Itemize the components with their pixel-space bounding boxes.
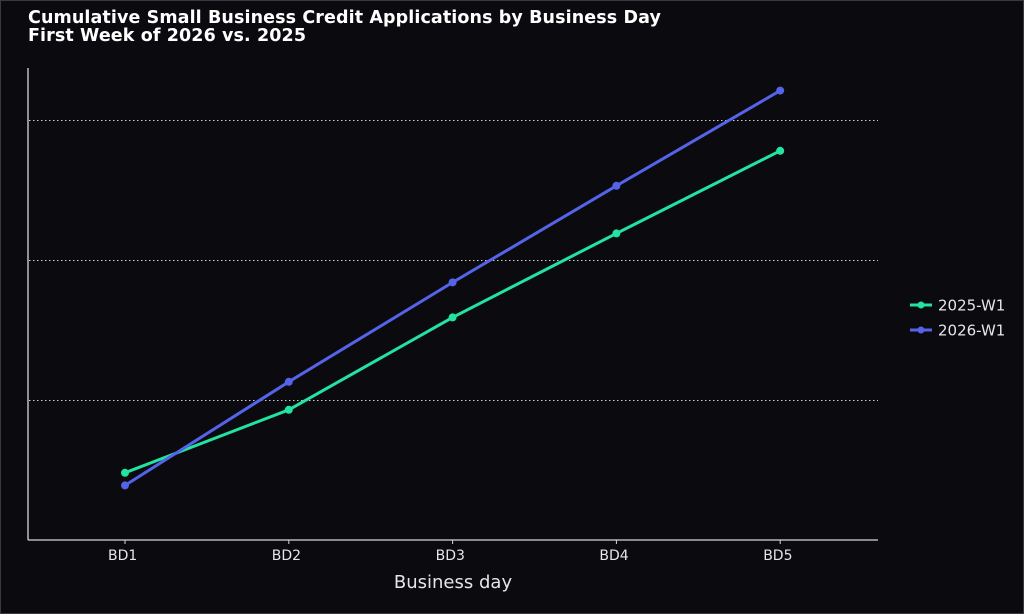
series-line-2026-w1 xyxy=(123,89,782,487)
chart-title-block: Cumulative Small Business Credit Applica… xyxy=(28,9,661,45)
chart-title: Cumulative Small Business Credit Applica… xyxy=(28,8,661,28)
x-tick-label: BD5 xyxy=(763,548,792,564)
x-tick-label: BD1 xyxy=(108,548,137,564)
data-point[interactable] xyxy=(284,405,293,414)
legend-swatch-marker xyxy=(917,326,925,334)
data-point[interactable] xyxy=(448,278,457,287)
data-point[interactable] xyxy=(121,468,129,477)
legend-item-2026-w1[interactable]: 2026-W1 xyxy=(910,322,1005,340)
legend: 2025-W1 2026-W1 xyxy=(910,297,1005,340)
series-layer xyxy=(121,86,785,490)
x-tick-label: BD3 xyxy=(436,548,465,564)
data-point[interactable] xyxy=(612,229,621,238)
gridlines xyxy=(29,120,878,401)
x-tick-label: BD2 xyxy=(272,548,301,564)
x-axis-label: Business day xyxy=(394,572,513,593)
data-point[interactable] xyxy=(284,377,293,386)
chart-subtitle: First Week of 2026 vs. 2025 xyxy=(28,26,307,46)
legend-swatch-marker xyxy=(917,301,925,309)
legend-item-2025-w1[interactable]: 2025-W1 xyxy=(910,297,1005,315)
x-axis-ticks: BD1 BD2 BD3 BD4 BD5 xyxy=(108,540,792,564)
x-tick-label: BD4 xyxy=(599,548,628,564)
data-point[interactable] xyxy=(776,146,785,155)
data-point[interactable] xyxy=(776,86,785,95)
data-point[interactable] xyxy=(612,181,621,190)
legend-label: 2026-W1 xyxy=(938,322,1005,340)
data-point[interactable] xyxy=(448,313,457,322)
legend-label: 2025-W1 xyxy=(938,297,1005,315)
data-point[interactable] xyxy=(121,481,129,490)
